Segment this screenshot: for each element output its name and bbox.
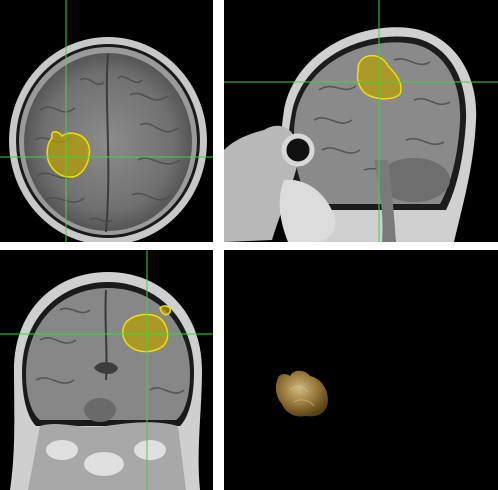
coronal-view-pane[interactable] <box>0 250 213 490</box>
axial-slice-image <box>0 0 213 242</box>
3d-tumor-render <box>224 250 498 490</box>
tumor-segmentation-overlay <box>46 131 91 178</box>
sagittal-view-pane[interactable] <box>224 0 498 242</box>
orbit <box>281 133 315 167</box>
tumor-surface-mesh <box>275 370 328 417</box>
3d-render-pane[interactable] <box>224 250 498 490</box>
sagittal-slice-image <box>224 0 498 242</box>
coronal-slice-image <box>0 250 213 490</box>
axial-view-pane[interactable] <box>0 0 213 242</box>
